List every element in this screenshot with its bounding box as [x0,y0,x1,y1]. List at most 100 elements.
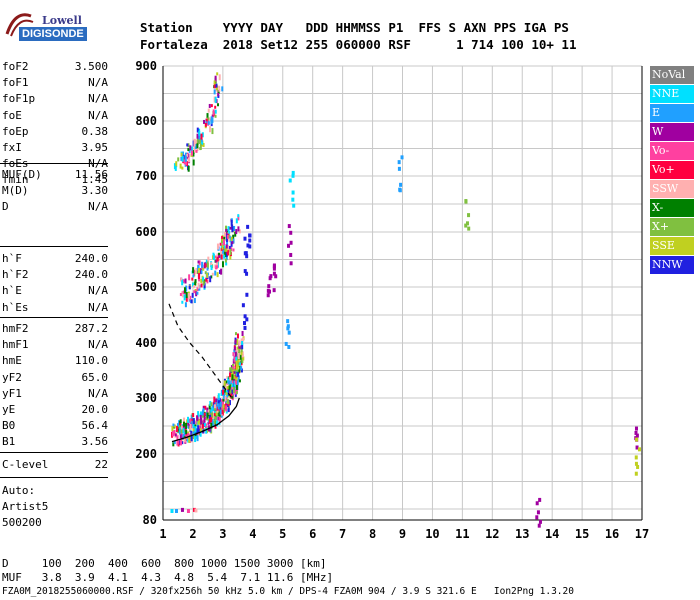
echo-point-2hop [225,225,228,232]
x-tick-label: 9 [399,527,406,541]
echo-point-1hop [213,419,216,424]
echo-point-3hop [206,113,209,119]
echo-point-3hop [214,109,217,114]
echo-point-1hop [235,384,238,390]
x-tick-label: 5 [279,527,286,541]
echo-point-1hop [227,389,230,396]
echo-point-2hop [204,271,207,275]
echo-point-1hop [235,364,238,371]
param-name: h`F [2,252,22,265]
echo-point-1hop [190,435,193,442]
echo-point-1hop [192,421,195,428]
echo-point-1hop [222,404,225,409]
echo-point-1hop [203,412,206,416]
echo-point-2hop [185,285,188,292]
echo-point-1hop [218,406,221,410]
echo-point-2hop [212,253,215,260]
x-tick-label: 4 [249,527,256,541]
echo-point-2hop [231,226,234,233]
echo-point-scattered [242,321,246,326]
echo-point-1hop [240,338,243,344]
echo-point-2hop [209,276,212,283]
echo-point-low [170,509,174,513]
y-tick-label: 400 [135,336,157,350]
echo-point-1hop [222,398,225,402]
echo-point-1hop [232,352,235,357]
echo-point-1hop [228,383,231,389]
echo-point-1hop [229,377,232,384]
echo-point-2hop [223,236,226,241]
echo-point-1hop [211,407,214,411]
echo-point-1hop [231,383,234,388]
echo-point-1hop [217,416,220,421]
param-row: h`F 240.0 [2,252,108,266]
echo-point-scattered [245,292,249,297]
echo-point-1hop [207,421,210,425]
echo-point-1hop [210,402,213,407]
echo-point-1hop [189,435,192,440]
param-row: D N/A [2,200,108,214]
echo-point-scattered [248,233,252,238]
echo-point-1hop [182,421,185,427]
param-value: N/A [88,338,108,352]
echo-point-scattered [246,243,250,248]
echo-point-1hop [234,351,237,357]
echo-point-scattered [266,288,270,293]
echo-point-1hop [226,375,229,379]
echo-point-1hop [220,414,223,418]
x-tick-label: 14 [545,527,559,541]
echo-point-1hop [238,344,241,349]
param-row: hmE 110.0 [2,354,108,368]
x-tick-label: 3 [219,527,226,541]
param-separator [0,246,108,247]
echo-point-1hop [204,423,207,427]
param-value: 287.2 [74,322,108,335]
echo-point-2hop [202,276,205,282]
echo-point-scattered [467,213,471,218]
echo-point-3hop [179,163,182,169]
echo-point-3hop [214,105,217,109]
param-row: yE 20.0 [2,403,108,417]
echo-point-2hop [179,293,182,297]
echo-point-1hop [176,423,179,428]
echo-point-2hop [223,254,226,259]
param-row: M(D) 3.30 [2,184,108,198]
echo-point-1hop [227,377,230,383]
echo-point-1hop [236,349,239,353]
legend-item-e: E [650,104,694,122]
echo-point-scattered [291,173,295,178]
echo-point-1hop [214,410,217,415]
echo-point-scattered [291,197,295,202]
echo-point-1hop [242,356,245,361]
echo-point-1hop [209,401,212,407]
echo-point-3hop [218,74,221,81]
y-tick-label: 300 [135,391,157,405]
param-row: fmin 1.45 [2,173,108,187]
echo-point-1hop [232,386,235,393]
echo-point-1hop [223,380,226,386]
param-row: foEp 0.38 [2,125,108,139]
echo-point-1hop [173,441,176,445]
echo-point-2hop [232,248,235,252]
echo-point-scattered [272,266,276,271]
echo-point-2hop [238,229,241,234]
echo-point-1hop [225,380,228,384]
echo-point-scattered [399,182,403,187]
echo-point-2hop [214,270,217,276]
param-name: h`Es [2,300,29,314]
param-value: 240.0 [74,268,108,282]
echo-point-scattered [267,284,271,289]
echo-point-2hop [195,291,198,297]
echo-point-1hop [234,332,237,336]
echo-point-2hop [226,234,229,239]
echo-point-scattered [287,224,291,229]
echo-point-1hop [187,416,190,423]
param-name: yF2 [2,370,22,384]
echo-point-3hop [201,141,204,145]
echo-point-3hop [196,146,199,152]
logo-text-digisonde: DIGISONDE [19,27,87,41]
param-name: h`E [2,284,22,298]
echo-point-scattered [400,155,404,160]
echo-point-2hop [232,234,235,241]
echo-point-2hop [194,288,197,292]
